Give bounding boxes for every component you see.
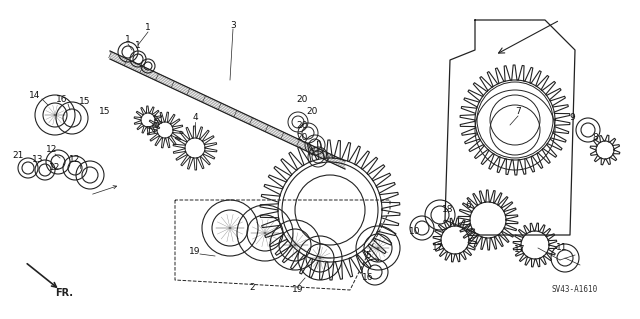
Text: 1: 1 <box>145 24 151 33</box>
Text: 2: 2 <box>249 284 255 293</box>
Text: 6: 6 <box>465 201 471 210</box>
Text: 10: 10 <box>409 227 420 236</box>
Text: 5: 5 <box>365 250 371 259</box>
Text: 17: 17 <box>432 243 444 253</box>
Text: 4: 4 <box>192 114 198 122</box>
Text: 15: 15 <box>79 98 91 107</box>
Text: 18: 18 <box>442 205 454 214</box>
Text: 12: 12 <box>49 162 61 172</box>
Text: 1: 1 <box>135 41 141 50</box>
Text: 12: 12 <box>69 155 81 165</box>
Text: SV43-A1610: SV43-A1610 <box>552 286 598 294</box>
Text: 19: 19 <box>189 248 201 256</box>
Text: 3: 3 <box>230 20 236 29</box>
Text: 21: 21 <box>12 151 24 160</box>
Text: 19: 19 <box>292 286 304 294</box>
Text: 16: 16 <box>362 273 374 283</box>
Text: 14: 14 <box>29 91 41 100</box>
Text: 15: 15 <box>99 108 111 116</box>
Text: 9: 9 <box>569 114 575 122</box>
Text: FR.: FR. <box>55 288 73 298</box>
Text: 20: 20 <box>296 121 308 130</box>
Text: 7: 7 <box>515 108 521 116</box>
Text: 12: 12 <box>46 145 58 154</box>
Text: 11: 11 <box>556 243 568 253</box>
Text: 20: 20 <box>296 133 308 143</box>
Text: 8: 8 <box>592 133 598 143</box>
Text: 1: 1 <box>125 35 131 44</box>
Text: 20: 20 <box>296 95 308 105</box>
Text: 17: 17 <box>515 246 525 255</box>
Text: 20: 20 <box>307 108 317 116</box>
Text: 13: 13 <box>32 155 44 165</box>
Text: 16: 16 <box>56 95 68 105</box>
